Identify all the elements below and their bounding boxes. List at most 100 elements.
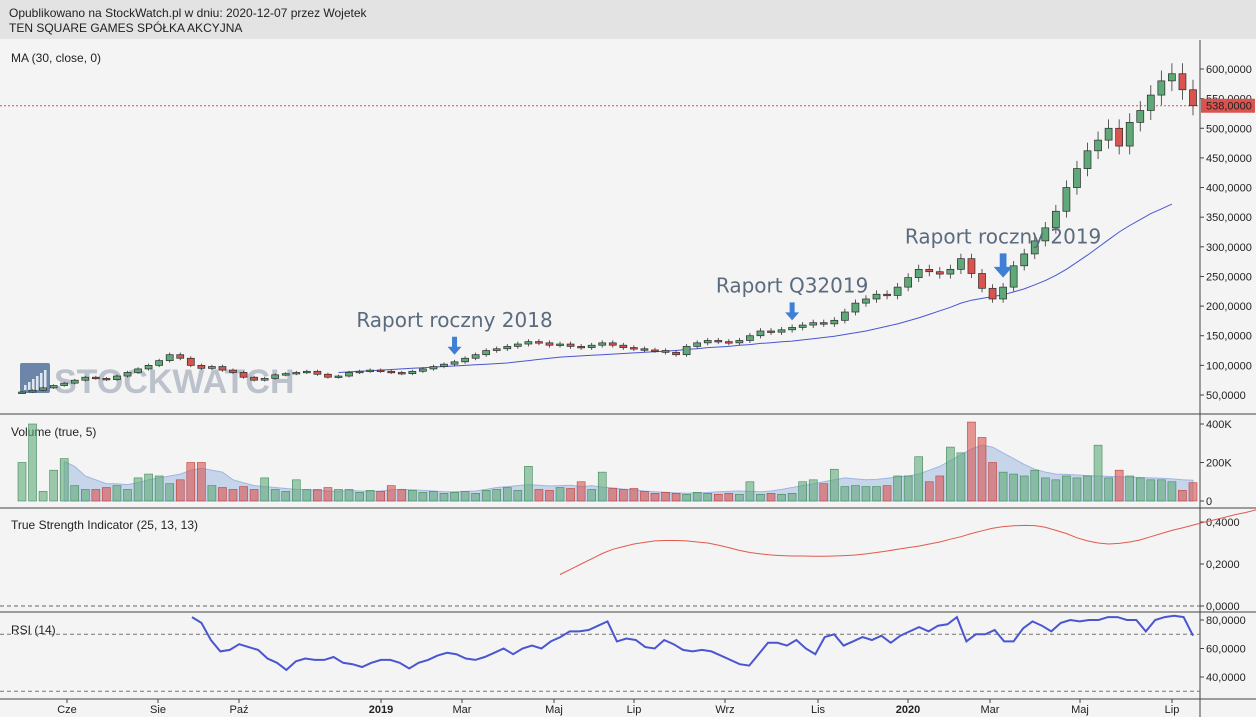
candle-body (1136, 110, 1145, 123)
candle-body (28, 389, 37, 393)
volume-bar (429, 491, 438, 502)
last-price-badge (1201, 98, 1255, 113)
candle-body (862, 298, 870, 304)
volume-bar (450, 492, 459, 502)
candle-body (798, 324, 807, 328)
volume-bar (597, 471, 607, 502)
volume-bar (270, 489, 280, 502)
volume-bar (386, 485, 396, 502)
volume-bar (1083, 475, 1092, 502)
candle-body (841, 311, 849, 321)
volume-bar (249, 489, 259, 502)
candle-body (91, 376, 100, 380)
candle-body (218, 366, 227, 371)
candle-body (302, 370, 311, 374)
volume-bar (1157, 479, 1166, 502)
candle-body (144, 365, 153, 370)
candle-body (746, 335, 754, 341)
volume-bar (218, 487, 227, 502)
volume-bar (576, 481, 586, 502)
volume-bar (239, 486, 248, 502)
candle-body (535, 341, 543, 344)
candle-body (186, 357, 195, 366)
candle-body (819, 322, 828, 325)
candle-body (756, 330, 765, 337)
candle-body (1157, 80, 1166, 96)
candle-body (904, 277, 913, 288)
candle-body (313, 370, 322, 375)
rsi-tick-label: 40,0000 (1206, 672, 1246, 684)
volume-bar (661, 492, 670, 502)
candle-body (281, 373, 290, 376)
candle-body (598, 342, 607, 346)
volume-bar (861, 486, 871, 502)
volume-bar (524, 466, 533, 502)
candle-body (176, 354, 185, 359)
x-month-label: Maj (545, 704, 563, 716)
candle-body (1178, 73, 1187, 91)
volume-bar (1051, 479, 1061, 502)
candle-body (102, 378, 111, 381)
volume-bar (376, 491, 385, 502)
candle-body (1115, 127, 1124, 147)
price-tick-label: 250,0000 (1206, 271, 1252, 283)
candle-body (672, 351, 680, 356)
volume-bar (777, 493, 786, 502)
candle-body (809, 322, 818, 326)
annotation-arrow (785, 302, 800, 321)
candle-body (250, 376, 258, 381)
x-month-label: Mar (981, 704, 1000, 716)
price-tick-label: 450,0000 (1206, 153, 1252, 165)
candle-body (482, 350, 491, 356)
candle-body (419, 368, 427, 372)
volume-bar (808, 479, 818, 502)
volume-bar (1019, 475, 1029, 502)
volume-bar (619, 489, 628, 502)
tsi-line (559, 509, 1256, 575)
candle-body (1062, 187, 1071, 212)
candle-body (208, 366, 216, 369)
volume-bar (671, 492, 681, 502)
candle-body (830, 319, 839, 325)
candle-body (260, 378, 269, 381)
x-month-label: Wrz (715, 704, 734, 716)
candle-body (935, 271, 944, 275)
candle-body (556, 343, 564, 346)
rsi-tick-label: 80,0000 (1206, 615, 1246, 627)
candle-body (851, 302, 860, 313)
candle-body (355, 370, 364, 374)
volume-bar (123, 489, 132, 502)
candle-body (366, 369, 374, 372)
candle-body (619, 344, 628, 348)
volume-bar (851, 485, 860, 502)
volume-bar (787, 492, 797, 502)
chart-header (0, 0, 1256, 39)
volume-tick-label: 200K (1206, 458, 1232, 470)
candle-body (39, 387, 47, 391)
volume-bar (418, 492, 428, 502)
volume-bar (903, 475, 913, 502)
candle-body (946, 268, 955, 275)
volume-bar (207, 485, 217, 502)
candle-body (345, 372, 353, 377)
candle-body (893, 286, 902, 296)
ma-line (338, 203, 1173, 373)
tsi-tick-label: 0,4000 (1206, 517, 1240, 529)
volume-bar (281, 491, 291, 502)
candle-body (461, 357, 469, 363)
candle-body (703, 340, 712, 344)
x-month-label: Cze (57, 704, 77, 716)
volume-bar (154, 475, 164, 502)
candle-body (239, 372, 248, 378)
price-pane-title: MA (30, close, 0) (11, 51, 101, 65)
candle-body (292, 372, 301, 375)
volume-bar (197, 462, 206, 502)
volume-bar (1062, 475, 1071, 502)
candle-body (49, 385, 58, 389)
candle-body (1030, 240, 1039, 255)
volume-bar (819, 483, 829, 502)
candle-body (999, 286, 1007, 300)
volume-bar (460, 491, 470, 502)
price-tick-label: 150,0000 (1206, 331, 1252, 343)
